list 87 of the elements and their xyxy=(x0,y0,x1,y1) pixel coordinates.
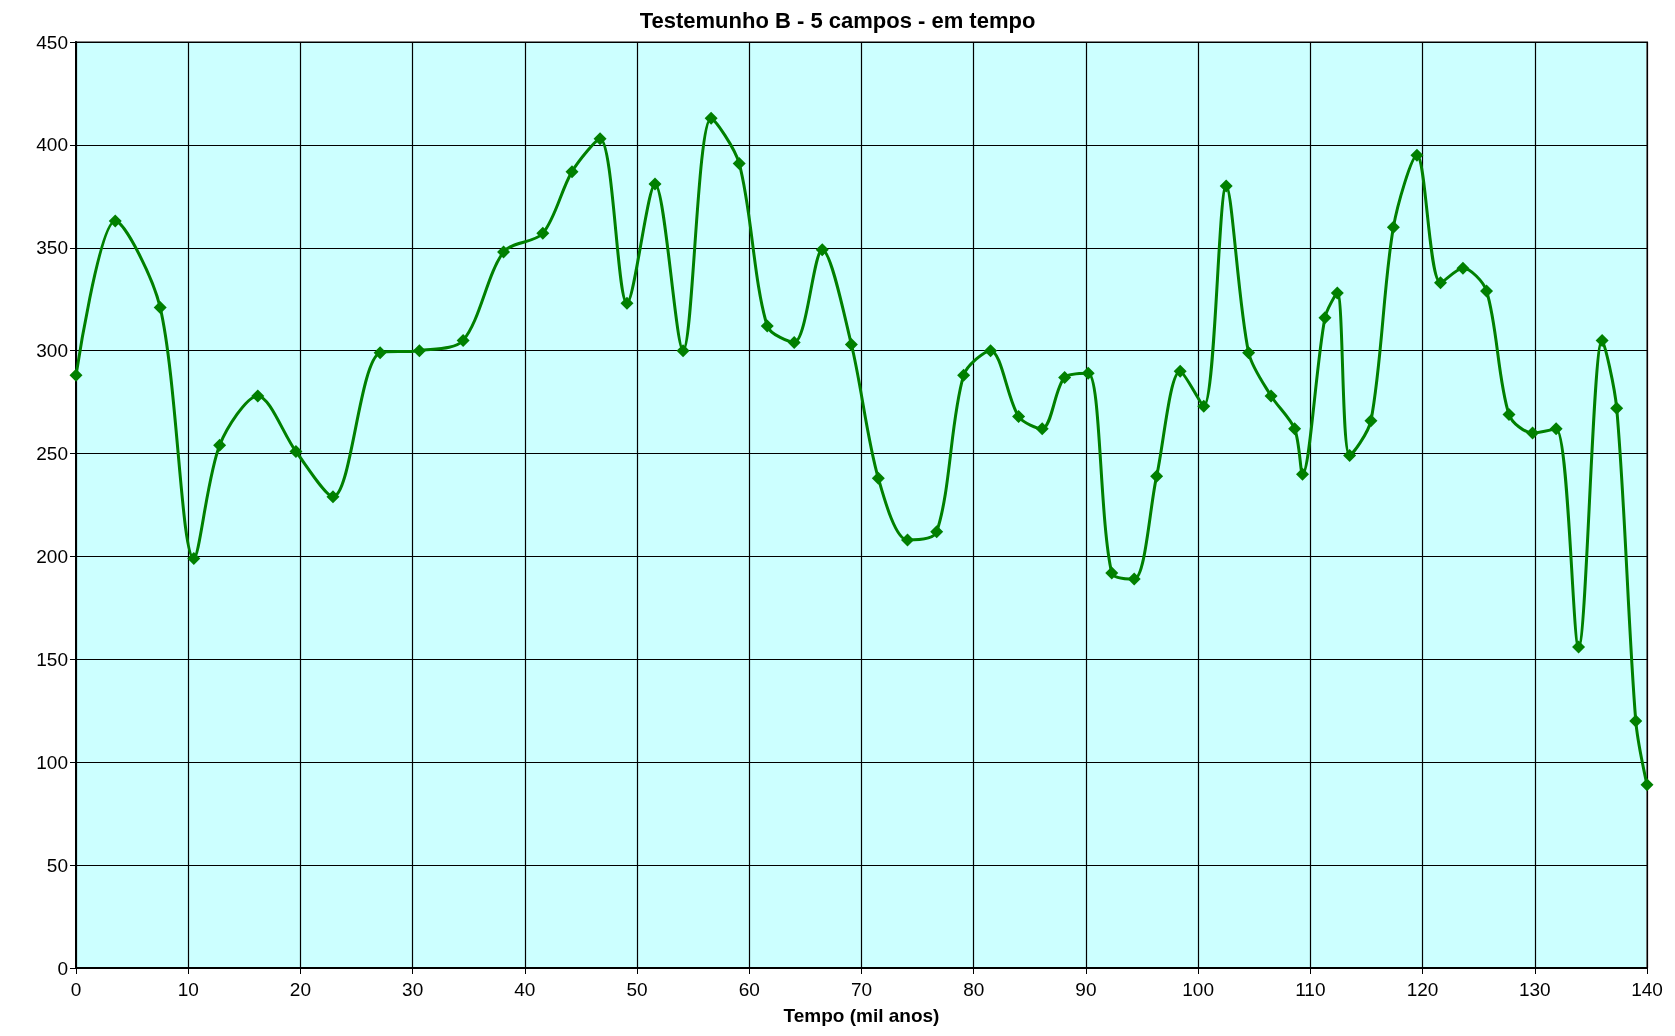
point xyxy=(1150,469,1164,483)
point xyxy=(1502,407,1516,421)
x-tick-label: 130 xyxy=(1518,979,1551,1000)
point xyxy=(326,490,340,504)
point xyxy=(648,177,662,191)
point xyxy=(1410,148,1424,162)
point xyxy=(1035,422,1049,436)
point xyxy=(536,226,550,240)
point xyxy=(1318,311,1332,325)
point xyxy=(1173,364,1187,378)
point xyxy=(1572,640,1586,654)
point xyxy=(1330,286,1344,300)
point xyxy=(676,344,690,358)
point xyxy=(1197,399,1211,413)
point xyxy=(1105,566,1119,580)
x-tick-label: 20 xyxy=(289,979,311,1000)
point xyxy=(1288,422,1302,436)
point xyxy=(844,337,858,351)
point xyxy=(213,438,227,452)
x-tick-label: 90 xyxy=(1075,979,1097,1000)
point xyxy=(1058,370,1072,384)
point xyxy=(1480,284,1494,298)
y-tick-label: 350 xyxy=(36,237,68,259)
point xyxy=(187,552,201,565)
point xyxy=(1526,426,1540,440)
chart-title: Testemunho B - 5 campos - em tempo xyxy=(639,7,1036,33)
point xyxy=(815,243,829,257)
x-tick-label: 70 xyxy=(850,979,873,1000)
point xyxy=(251,389,265,403)
point xyxy=(593,132,607,146)
point xyxy=(871,471,885,485)
point xyxy=(497,245,511,259)
point xyxy=(1610,401,1624,415)
point xyxy=(412,344,426,358)
point xyxy=(1012,410,1026,424)
point xyxy=(1296,467,1309,481)
y-tick-label: 300 xyxy=(36,340,68,362)
point xyxy=(289,445,303,458)
point xyxy=(1456,261,1470,275)
x-axis-title: Tempo (mil anos) xyxy=(783,1005,940,1026)
x-tick-label: 110 xyxy=(1295,979,1326,1000)
y-tick-label: 450 xyxy=(36,31,68,53)
x-tick-label: 140 xyxy=(1631,979,1663,1000)
point xyxy=(1264,389,1278,403)
point xyxy=(1629,714,1643,728)
x-tick-label: 120 xyxy=(1406,979,1439,1000)
point xyxy=(760,319,774,333)
x-tick-label: 40 xyxy=(514,979,536,1000)
point xyxy=(565,165,579,179)
y-tick-label: 100 xyxy=(36,751,68,773)
y-tick-label: 0 xyxy=(57,957,68,979)
point xyxy=(1242,346,1256,360)
point xyxy=(69,368,83,382)
y-tick-label: 400 xyxy=(36,134,68,156)
x-tick-label: 80 xyxy=(963,979,985,1000)
point xyxy=(930,525,944,539)
point xyxy=(704,111,718,125)
x-tick-label: 30 xyxy=(402,979,424,1000)
point xyxy=(1343,449,1357,463)
point xyxy=(108,214,122,228)
point xyxy=(1386,220,1400,234)
point xyxy=(1219,179,1233,193)
y-tick-label: 200 xyxy=(36,545,68,567)
point xyxy=(1434,276,1448,290)
point xyxy=(1640,778,1654,792)
x-tick-label: 100 xyxy=(1182,979,1214,1000)
point xyxy=(901,533,915,547)
x-tick-label: 60 xyxy=(738,979,760,1000)
y-tick-label: 150 xyxy=(36,648,68,670)
point xyxy=(153,300,167,314)
point xyxy=(1127,572,1141,586)
point xyxy=(1549,422,1563,436)
x-tick-label: 50 xyxy=(626,979,648,1000)
x-tick-label: 10 xyxy=(177,979,199,1000)
point xyxy=(620,296,634,310)
x-tick-label: 0 xyxy=(70,979,82,1000)
point xyxy=(1595,333,1609,347)
y-tick-label: 250 xyxy=(36,443,68,465)
point xyxy=(1364,414,1378,428)
y-tick-label: 50 xyxy=(46,854,68,876)
point xyxy=(957,368,971,382)
point xyxy=(1081,366,1095,380)
point xyxy=(456,333,470,347)
point xyxy=(787,335,801,349)
point xyxy=(732,156,746,170)
point xyxy=(984,344,998,358)
point xyxy=(373,346,387,360)
